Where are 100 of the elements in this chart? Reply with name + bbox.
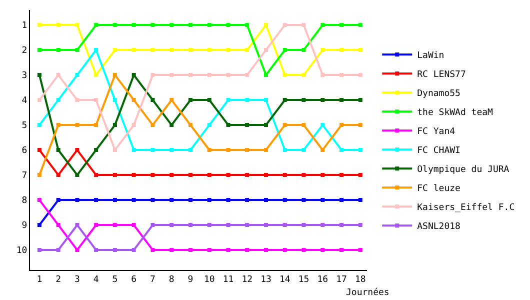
point [340, 198, 344, 202]
point [340, 173, 344, 177]
point [302, 48, 306, 52]
point [150, 73, 155, 77]
point [245, 98, 250, 102]
point [112, 48, 117, 52]
point [282, 173, 287, 177]
x-tick-label: 10 [204, 274, 215, 285]
point [94, 148, 98, 152]
point [132, 148, 136, 152]
legend-label: ASNL2018 [417, 222, 460, 232]
point [56, 198, 60, 202]
point [320, 98, 325, 102]
x-tick-label: 5 [112, 274, 118, 285]
point [150, 148, 155, 152]
point [94, 73, 98, 77]
point [37, 173, 42, 177]
x-tick-label: 6 [131, 274, 137, 285]
point [112, 198, 117, 202]
point [112, 98, 117, 102]
point [150, 223, 155, 227]
point [302, 148, 306, 152]
point [75, 23, 80, 27]
point [245, 198, 250, 202]
point [245, 48, 250, 52]
point [226, 148, 230, 152]
point [112, 23, 117, 27]
point [170, 223, 174, 227]
point [264, 48, 268, 52]
x-tick-label: 2 [56, 274, 62, 285]
point [358, 98, 362, 102]
point [170, 173, 174, 177]
y-tick-label: 8 [22, 196, 28, 206]
point [188, 173, 192, 177]
point [264, 23, 268, 27]
point [282, 48, 287, 52]
point [226, 248, 230, 252]
point [320, 123, 325, 127]
point [340, 48, 344, 52]
point [112, 248, 117, 252]
point [226, 223, 230, 227]
x-tick-label: 18 [354, 274, 366, 285]
point [75, 198, 80, 202]
point [302, 248, 306, 252]
point [188, 23, 192, 27]
point [282, 98, 287, 102]
point [188, 223, 192, 227]
point [358, 198, 362, 202]
x-tick-label: 9 [188, 274, 194, 285]
point [282, 23, 287, 27]
legend-label: Olympique du JURA [417, 165, 510, 176]
point [302, 198, 306, 202]
point [56, 48, 60, 52]
point [264, 173, 268, 177]
point [340, 73, 344, 77]
y-tick-label: 3 [22, 71, 28, 82]
point [358, 248, 362, 252]
legend-label: FC leuze [417, 184, 460, 194]
point [132, 48, 136, 52]
point [358, 48, 362, 52]
point [226, 73, 230, 77]
point [282, 73, 287, 77]
point [340, 23, 344, 27]
point [302, 223, 306, 227]
point [207, 223, 212, 227]
point [75, 248, 80, 252]
point [37, 123, 42, 127]
point [264, 248, 268, 252]
y-tick-label: 1 [22, 21, 28, 32]
point [75, 48, 80, 52]
point [75, 98, 80, 102]
point [264, 148, 268, 152]
point [358, 173, 362, 177]
point [132, 123, 136, 127]
point [207, 48, 212, 52]
x-axis-title: Journées [346, 287, 390, 298]
point [94, 23, 98, 27]
y-tick-label: 6 [22, 146, 28, 156]
point [245, 248, 250, 252]
point [94, 173, 98, 177]
point [358, 148, 362, 152]
point [132, 198, 136, 202]
point [207, 98, 212, 102]
point [264, 198, 268, 202]
point [170, 98, 174, 102]
point [150, 48, 155, 52]
x-tick-label: 11 [222, 274, 234, 285]
point [264, 223, 268, 227]
y-tick-label: 5 [22, 121, 28, 132]
y-tick-label: 2 [22, 46, 28, 56]
point [132, 248, 136, 252]
point [245, 173, 250, 177]
point [150, 248, 155, 252]
point [358, 73, 362, 77]
point [94, 223, 98, 227]
point [282, 248, 287, 252]
point [245, 73, 250, 77]
point [112, 173, 117, 177]
x-tick-label: 15 [298, 274, 310, 285]
point [170, 198, 174, 202]
